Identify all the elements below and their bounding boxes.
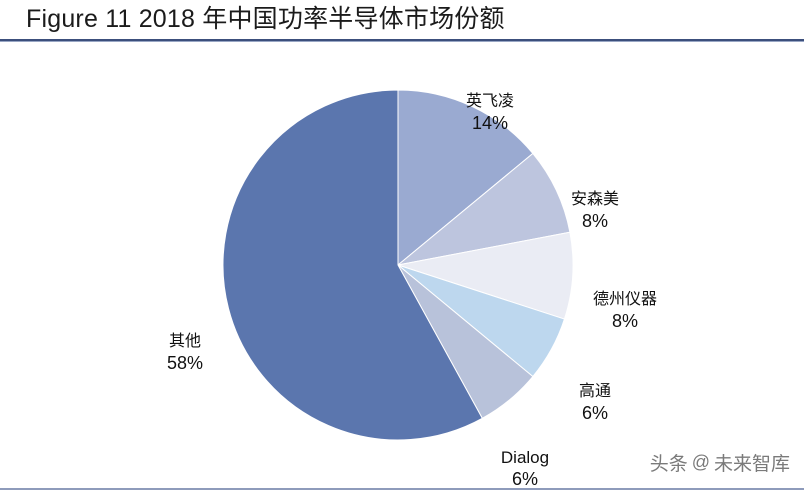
slice-label-infineon-value: 14%	[471, 113, 509, 133]
slice-label-qualcomm: 高通 6%	[540, 382, 650, 425]
slice-label-qualcomm-name: 高通	[578, 383, 611, 400]
slice-label-others-name: 其他	[168, 333, 201, 350]
pie-slice	[397, 89, 534, 267]
slice-label-dialog: Dialog 6%	[470, 447, 580, 490]
watermark-source: 头条	[649, 454, 688, 475]
pie-slice	[222, 89, 483, 441]
slice-label-onsemi: 安森美 8%	[540, 190, 650, 233]
slice-label-texas-instruments: 德州仪器 8%	[565, 290, 685, 333]
title-divider	[0, 39, 804, 42]
pie-slice-group	[222, 89, 574, 441]
bottom-divider	[0, 488, 804, 490]
slice-label-texas-instruments-value: 8%	[611, 311, 638, 331]
slice-label-qualcomm-value: 6%	[581, 403, 608, 423]
pie-chart: 英飞凌 14% 安森美 8% 德州仪器 8% 高通 6% Dialog 6% 其…	[0, 42, 804, 490]
page-title: Figure 11 2018 年中国功率半导体市场份额	[26, 5, 505, 33]
slice-label-others-value: 58%	[166, 353, 204, 373]
watermark-account: 未来智库	[713, 454, 790, 475]
slice-label-infineon-name: 英飞凌	[465, 93, 514, 110]
slice-label-infineon: 英飞凌 14%	[430, 92, 550, 135]
slice-label-texas-instruments-name: 德州仪器	[592, 291, 657, 308]
title-bar: Figure 11 2018 年中国功率半导体市场份额	[0, 0, 804, 42]
slice-label-dialog-name: Dialog	[500, 448, 550, 467]
slice-label-dialog-value: 6%	[511, 469, 538, 490]
slice-label-others: 其他 58%	[130, 332, 240, 375]
slice-label-onsemi-value: 8%	[581, 211, 608, 231]
watermark: 头条 @ 未来智库	[650, 449, 790, 476]
slice-label-onsemi-name: 安森美	[570, 191, 619, 208]
watermark-at-icon: @	[691, 452, 710, 472]
pie-chart-svg	[222, 89, 574, 441]
